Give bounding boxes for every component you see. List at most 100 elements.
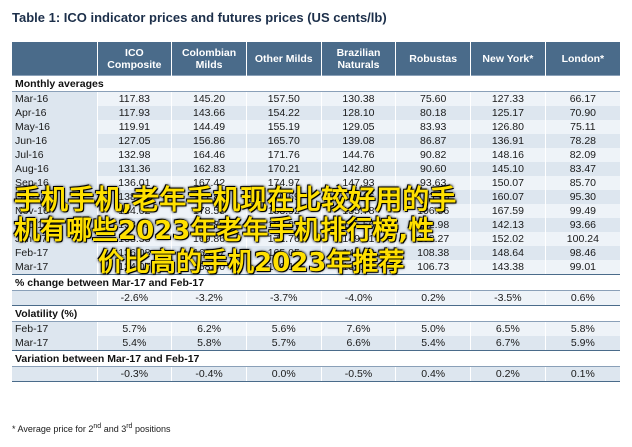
footnote-suffix: positions	[132, 424, 171, 434]
table-cell: -0.5%	[320, 366, 396, 382]
table-cell: -4.0%	[320, 290, 396, 306]
table-cell: 103.95	[395, 190, 471, 204]
table-cell: 133.41	[96, 218, 172, 232]
table-row: -0.3% -0.4% 0.0% -0.5% 0.4% 0.2% 0.1%	[12, 366, 620, 382]
table-cell: 160.15	[245, 260, 322, 275]
table-cell: 75.60	[395, 91, 471, 106]
table-cell: 174.97	[245, 176, 322, 190]
table-cell: 66.17	[544, 91, 620, 106]
table-row: May-16 119.91 144.49 155.19 129.05 83.93 126.8…	[12, 120, 620, 134]
table-title: Table 1: ICO indicator prices and future…	[12, 10, 387, 25]
row-label: Jan-17	[12, 232, 98, 246]
table-cell: 5.0%	[395, 321, 471, 336]
table-cell: 99.49	[544, 204, 620, 218]
table-cell: 158.90	[171, 260, 247, 275]
table-cell: 138.38	[96, 232, 172, 246]
table-cell: 136.91	[470, 134, 546, 148]
table-cell: 167.59	[470, 204, 546, 218]
table-row: -2.6% -3.2% -3.7% -4.0% 0.2% -3.5% 0.6%	[12, 290, 620, 306]
section-label: Variation between Mar-17 and Feb-17	[12, 350, 620, 367]
table-cell: 131.36	[96, 162, 172, 176]
row-label: Apr-16	[12, 106, 98, 120]
table-row: Jul-16 132.98 164.46 171.76 144.76 90.82 148.1…	[12, 148, 620, 162]
table-cell: 5.9%	[544, 336, 620, 351]
table-cell: 163.67	[171, 246, 247, 260]
table-cell: 142.13	[470, 218, 546, 232]
table-cell: 6.5%	[470, 321, 546, 336]
table-cell: 156.86	[171, 134, 247, 148]
table-cell: 147.93	[320, 176, 396, 190]
table-cell: 169.86	[171, 232, 247, 246]
table-cell: 138.20	[96, 190, 172, 204]
row-label: Oct-16	[12, 190, 98, 204]
table-row: Apr-16 117.93 143.66 154.22 128.10 80.18 125.1…	[12, 106, 620, 120]
header-cell-colombian-milds: Colombian Milds	[171, 42, 247, 76]
table-cell: 164.46	[171, 148, 247, 162]
table-cell: -3.2%	[171, 290, 247, 306]
table-cell: 162.83	[171, 162, 247, 176]
table-cell: -3.7%	[245, 290, 322, 306]
table-cell: 167.42	[171, 176, 247, 190]
table-cell: 106.73	[395, 260, 471, 275]
table-cell: 139.08	[320, 134, 396, 148]
footnote-sup-rd: rd	[126, 423, 133, 430]
footnote-mid: and 3	[101, 424, 127, 434]
table-cell: 165.70	[245, 134, 322, 148]
table-cell: -0.3%	[96, 366, 172, 382]
table-cell: 100.24	[544, 232, 620, 246]
table-cell: 75.11	[544, 120, 620, 134]
table-cell: 129.05	[320, 120, 396, 134]
table-cell: 6.6%	[320, 336, 396, 351]
table-header: ICO Composite Colombian Milds Other Mild…	[12, 42, 620, 76]
footnote-prefix: * Average price for 2	[12, 424, 94, 434]
row-label: Dec-16	[12, 218, 98, 232]
table-row: Sep-16 136.01 167.42 174.97 147.93 93.63 150.0…	[12, 176, 620, 190]
table-cell: 127.05	[96, 134, 172, 148]
table-cell: 166.87	[245, 218, 322, 232]
table-cell: 5.6%	[245, 321, 322, 336]
row-label: Feb-17	[12, 321, 98, 336]
table-cell: 5.7%	[96, 321, 172, 336]
table-cell: 143.38	[470, 260, 546, 275]
table-cell: 151.06	[320, 190, 396, 204]
row-label: Aug-16	[12, 162, 98, 176]
table-cell: 70.90	[544, 106, 620, 120]
table-cell: 6.7%	[470, 336, 546, 351]
header-cell-other-milds: Other Milds	[245, 42, 322, 76]
table-row: Oct-16 138.20 171.83 176.69 151.06 103.95 160.…	[12, 190, 620, 204]
table-cell: 170.21	[245, 162, 322, 176]
table-cell: 144.76	[320, 148, 396, 162]
table-cell: 5.8%	[171, 336, 247, 351]
table-cell: 162.89	[171, 218, 247, 232]
table-cell: 93.66	[544, 218, 620, 232]
table-cell: 127.33	[470, 91, 546, 106]
table-cell: 83.93	[395, 120, 471, 134]
table-cell: -3.5%	[470, 290, 546, 306]
table-cell: 148.64	[470, 246, 546, 260]
table-cell: 0.2%	[395, 290, 471, 306]
table-body: Monthly averages Mar-16 117.83 145.20 157.50…	[12, 75, 620, 382]
table-cell: 155.78	[320, 204, 396, 218]
table-cell: 144.02	[96, 204, 172, 218]
table-cell: 85.70	[544, 176, 620, 190]
row-label: Jun-16	[12, 134, 98, 148]
table-cell: 5.8%	[544, 321, 620, 336]
table-cell: 83.47	[544, 162, 620, 176]
price-table: ICO Composite Colombian Milds Other Mild…	[12, 42, 620, 382]
table-cell: 117.83	[96, 91, 172, 106]
table-row: Jan-17 138.38 169.86 171.76 149.51 108.27 152.…	[12, 232, 620, 246]
table-cell: 165.05	[245, 246, 322, 260]
table-cell: 176.69	[245, 190, 322, 204]
table-cell: 149.51	[320, 232, 396, 246]
table-cell: 157.50	[245, 91, 322, 106]
table-cell: 171.83	[171, 190, 247, 204]
table-row: Aug-16 131.36 162.83 170.21 142.80 90.60 145.1…	[12, 162, 620, 176]
row-label: Mar-17	[12, 336, 98, 351]
table-cell: 171.76	[245, 148, 322, 162]
header-cell-london: London*	[544, 42, 620, 76]
table-cell: 82.09	[544, 148, 620, 162]
table-cell: 154.22	[245, 106, 322, 120]
table-cell: 144.49	[171, 120, 247, 134]
table-cell: 0.0%	[245, 366, 322, 382]
table-row: Dec-16 133.41 162.89 166.87 145.56 102.98 142.…	[12, 218, 620, 232]
